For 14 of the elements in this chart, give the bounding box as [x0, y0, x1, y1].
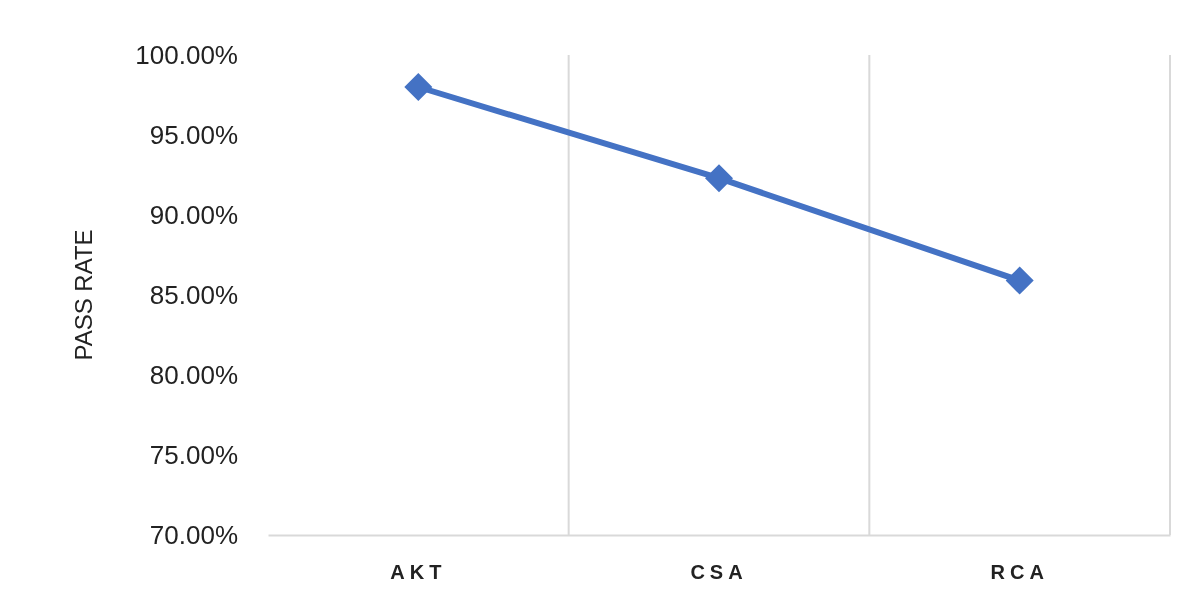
y-tick-label: 100.00% [135, 39, 238, 70]
y-tick-label: 90.00% [149, 199, 238, 230]
y-tick-label: 75.00% [149, 439, 238, 470]
y-tick-label: 85.00% [149, 279, 238, 310]
point [1005, 266, 1034, 295]
x-tick-label: RCA [990, 561, 1049, 584]
y-tick-label: 95.00% [149, 119, 238, 150]
y-tick-label: 70.00% [149, 519, 238, 550]
y-tick-label: 80.00% [149, 359, 238, 390]
x-tick-label: AKT [390, 561, 447, 584]
x-tick-label: CSA [690, 561, 748, 584]
point [404, 73, 433, 101]
point [705, 164, 733, 193]
y-axis-title: PASS RATE [70, 229, 97, 361]
